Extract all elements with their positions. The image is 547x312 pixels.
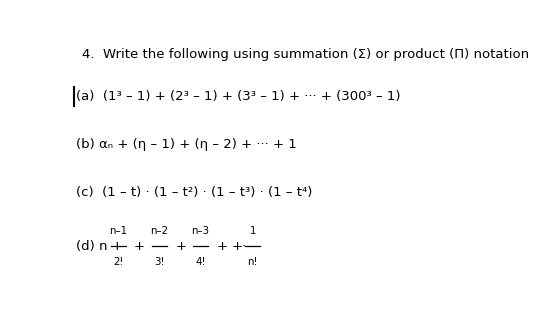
Text: +: + [134,240,145,253]
Text: 3!: 3! [154,256,165,266]
Text: (d) n +: (d) n + [76,240,127,253]
Text: 2!: 2! [113,256,124,266]
Text: ·: · [241,240,246,253]
Text: 1: 1 [249,227,256,236]
Text: n!: n! [248,256,258,266]
Text: (a)  (1³ – 1) + (2³ – 1) + (3³ – 1) + ··· + (300³ – 1): (a) (1³ – 1) + (2³ – 1) + (3³ – 1) + ···… [76,90,400,103]
Text: 4!: 4! [195,256,206,266]
Text: (c)  (1 – t) · (1 – t²) · (1 – t³) · (1 – t⁴): (c) (1 – t) · (1 – t²) · (1 – t³) · (1 –… [76,186,312,199]
Text: n–2: n–2 [150,227,168,236]
Text: +: + [217,240,228,253]
Text: +: + [175,240,186,253]
Text: n–1: n–1 [109,227,127,236]
Text: (b) αₙ + (η – 1) + (η – 2) + ··· + 1: (b) αₙ + (η – 1) + (η – 2) + ··· + 1 [76,138,297,151]
Text: n–3: n–3 [191,227,210,236]
Text: 4.  Write the following using summation (Σ) or product (Π) notation: 4. Write the following using summation (… [82,48,529,61]
Text: +: + [231,240,243,253]
